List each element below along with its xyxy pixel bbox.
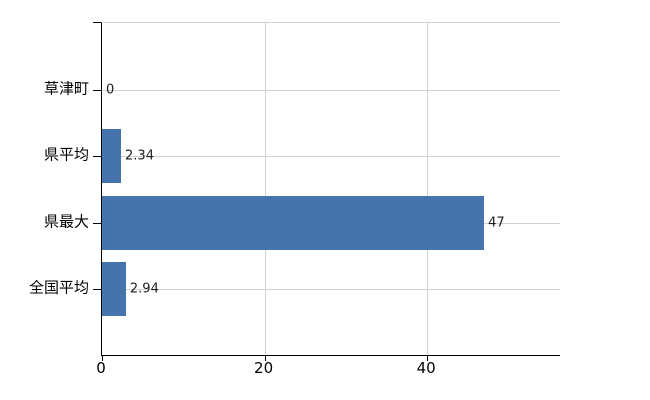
category-gridline	[102, 289, 560, 290]
y-axis-tick	[93, 289, 101, 290]
y-axis-labels: 草津町県平均県最大全国平均	[0, 22, 89, 354]
bar-value-label: 2.34	[125, 148, 154, 164]
y-axis-tick	[93, 222, 101, 224]
x-gridline	[427, 23, 429, 355]
x-axis-labels: 0 20 40	[96, 359, 559, 383]
bar-value-label: 2.94	[129, 281, 159, 297]
y-axis-tick	[93, 156, 101, 157]
y-axis-tick	[93, 89, 101, 91]
bar-value-label: 47	[488, 215, 505, 230]
plot-area: 0 2.34 47 2.94	[93, 22, 560, 361]
category-gridline	[102, 89, 560, 91]
bar	[102, 129, 122, 183]
category-label: 全国平均	[28, 278, 89, 297]
x-axis-tick	[427, 356, 429, 361]
bar-value-label: 0	[106, 82, 115, 97]
x-axis-tick	[264, 356, 266, 361]
category-gridline	[102, 156, 560, 157]
category-label: 県平均	[43, 145, 89, 164]
x-gridline	[264, 23, 266, 355]
x-tick-label: 40	[416, 359, 436, 377]
bar	[102, 262, 126, 316]
category-label: 草津町	[43, 79, 89, 97]
category-label: 県最大	[43, 212, 89, 230]
x-tick-label: 0	[96, 359, 106, 377]
x-axis-tick	[102, 356, 103, 361]
y-axis-tick	[93, 22, 101, 23]
bar	[102, 195, 485, 250]
x-tick-label: 20	[254, 359, 274, 377]
